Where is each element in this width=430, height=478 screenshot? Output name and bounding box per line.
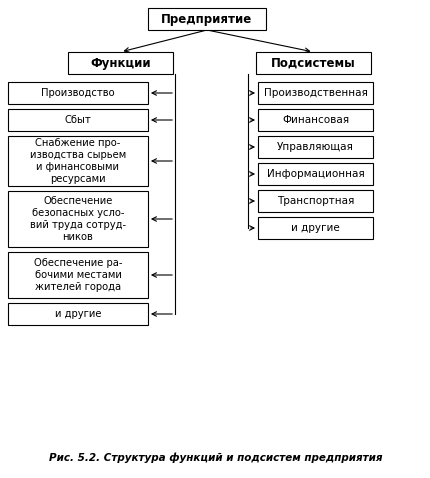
Text: Подсистемы: Подсистемы xyxy=(270,56,355,69)
Bar xyxy=(258,217,372,239)
Text: Обеспечение
безопасных усло-
вий труда сотруд-
ников: Обеспечение безопасных усло- вий труда с… xyxy=(30,196,126,242)
Bar xyxy=(8,303,147,325)
Bar xyxy=(258,109,372,131)
Bar xyxy=(258,82,372,104)
Text: Управляющая: Управляющая xyxy=(276,142,353,152)
Bar xyxy=(258,190,372,212)
Text: Обеспечение ра-
бочими местами
жителей города: Обеспечение ра- бочими местами жителей г… xyxy=(34,258,122,292)
Text: Функции: Функции xyxy=(90,56,150,69)
Bar xyxy=(255,52,370,74)
Text: Информационная: Информационная xyxy=(266,169,363,179)
Text: Финансовая: Финансовая xyxy=(281,115,348,125)
Bar xyxy=(8,136,147,186)
Bar xyxy=(8,252,147,298)
Text: и другие: и другие xyxy=(55,309,101,319)
Text: Предприятие: Предприятие xyxy=(161,12,252,25)
Text: Производство: Производство xyxy=(41,88,114,98)
Text: Снабжение про-
изводства сырьем
и финансовыми
ресурсами: Снабжение про- изводства сырьем и финанс… xyxy=(30,138,126,184)
Bar xyxy=(8,82,147,104)
Text: и другие: и другие xyxy=(290,223,339,233)
Bar xyxy=(8,109,147,131)
Bar xyxy=(8,191,147,247)
Text: Сбыт: Сбыт xyxy=(64,115,91,125)
Text: Производственная: Производственная xyxy=(263,88,367,98)
Bar xyxy=(68,52,172,74)
Text: Рис. 5.2. Структура функций и подсистем предприятия: Рис. 5.2. Структура функций и подсистем … xyxy=(49,453,381,463)
Bar xyxy=(258,136,372,158)
Text: Транспортная: Транспортная xyxy=(276,196,353,206)
Bar xyxy=(258,163,372,185)
Bar xyxy=(147,8,265,30)
